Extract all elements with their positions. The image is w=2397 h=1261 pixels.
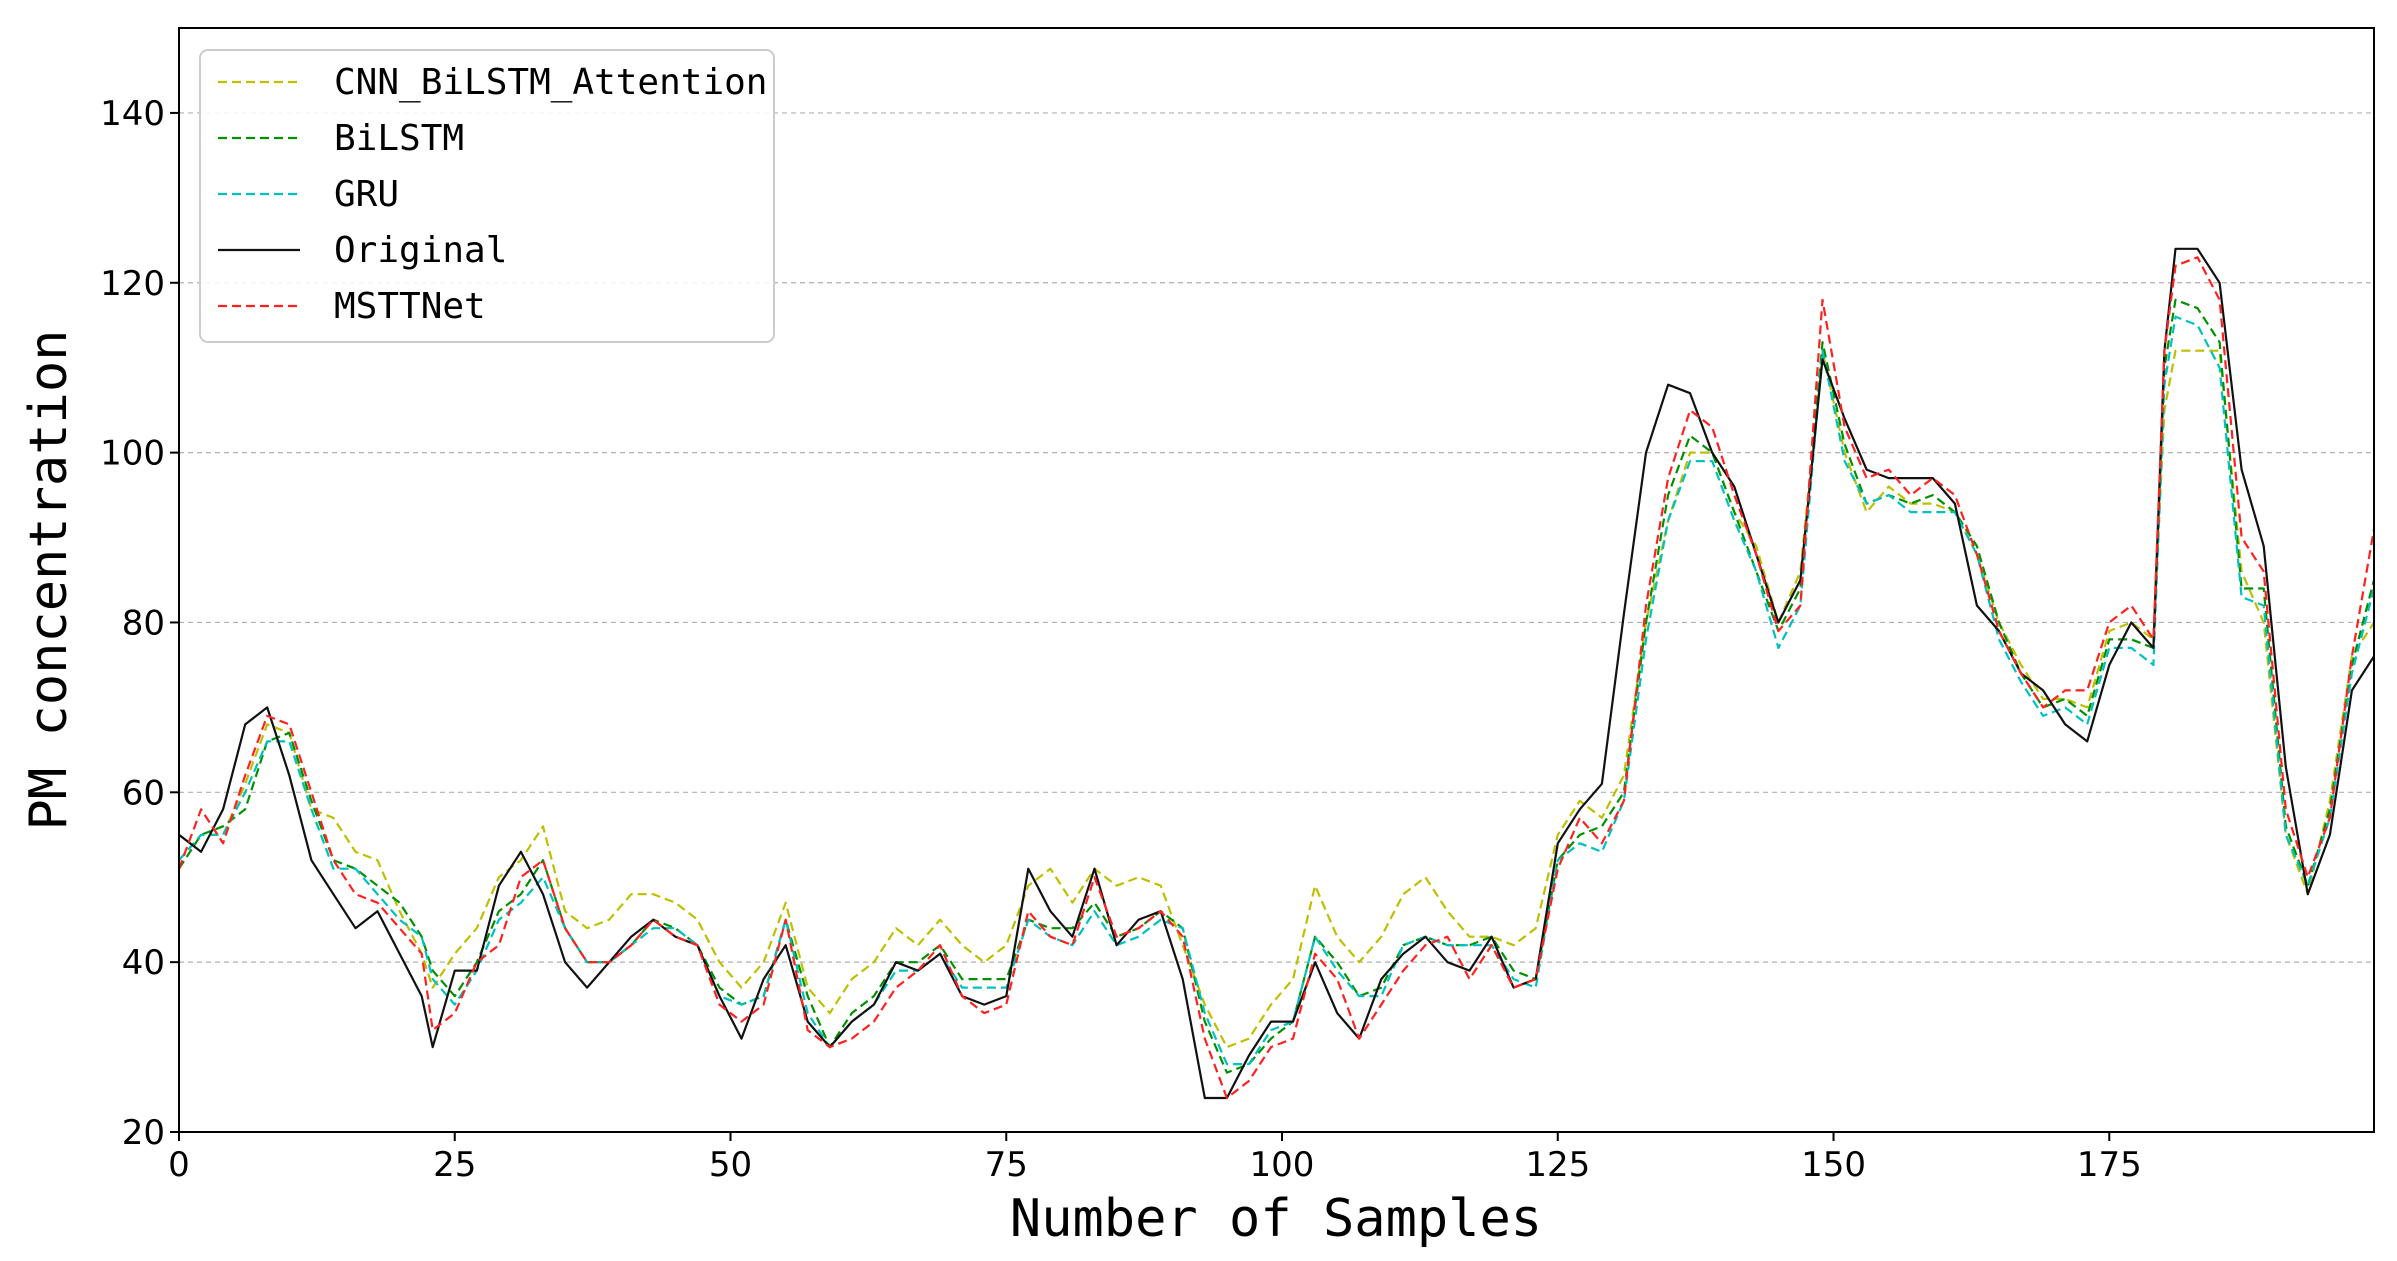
legend-label: BiLSTM [334, 118, 464, 159]
y-tick-label: 60 [122, 773, 165, 813]
legend-box [199, 49, 775, 343]
series-line-bilstm [179, 298, 2374, 1074]
plot-frame [178, 27, 2375, 1133]
legend-label: MSTTNet [334, 286, 486, 327]
legend-label: Original [334, 230, 507, 271]
grid-lines [179, 112, 2374, 963]
x-tick-label: 25 [433, 1145, 476, 1185]
y-tick-label: 80 [122, 603, 165, 643]
y-tick-label: 140 [100, 94, 165, 134]
x-axis-title: Number of Samples [1010, 1189, 1542, 1249]
series-line-gru [179, 315, 2374, 1066]
legend-items: CNN_BiLSTM_Attention BiLSTM GRU Original MST… [218, 62, 767, 327]
y-tick-label: 100 [100, 434, 165, 474]
x-tick-label: 75 [985, 1145, 1028, 1185]
y-tick-label: 20 [122, 1113, 165, 1153]
series-line-original [179, 247, 2374, 1100]
x-tick-label: 175 [2077, 1145, 2142, 1185]
y-axis-title: PM concentration [19, 330, 79, 831]
legend: CNN_BiLSTM_Attention BiLSTM GRU Original MST… [199, 49, 775, 343]
axis-ticks: 20 40 60 80 100 120 140 0 25 50 75 100 125 150 175 [100, 94, 2142, 1185]
series-lines [179, 247, 2374, 1100]
y-tick-label: 120 [100, 264, 165, 304]
x-tick-label: 150 [1801, 1145, 1866, 1185]
legend-label: GRU [334, 174, 399, 215]
x-tick-label: 0 [168, 1145, 190, 1185]
y-tick-label: 40 [122, 943, 165, 983]
legend-label: CNN_BiLSTM_Attention [334, 62, 767, 103]
series-line-msttnet [179, 256, 2374, 1100]
x-tick-label: 100 [1250, 1145, 1315, 1185]
x-tick-label: 50 [709, 1145, 752, 1185]
x-tick-label: 125 [1525, 1145, 1590, 1185]
